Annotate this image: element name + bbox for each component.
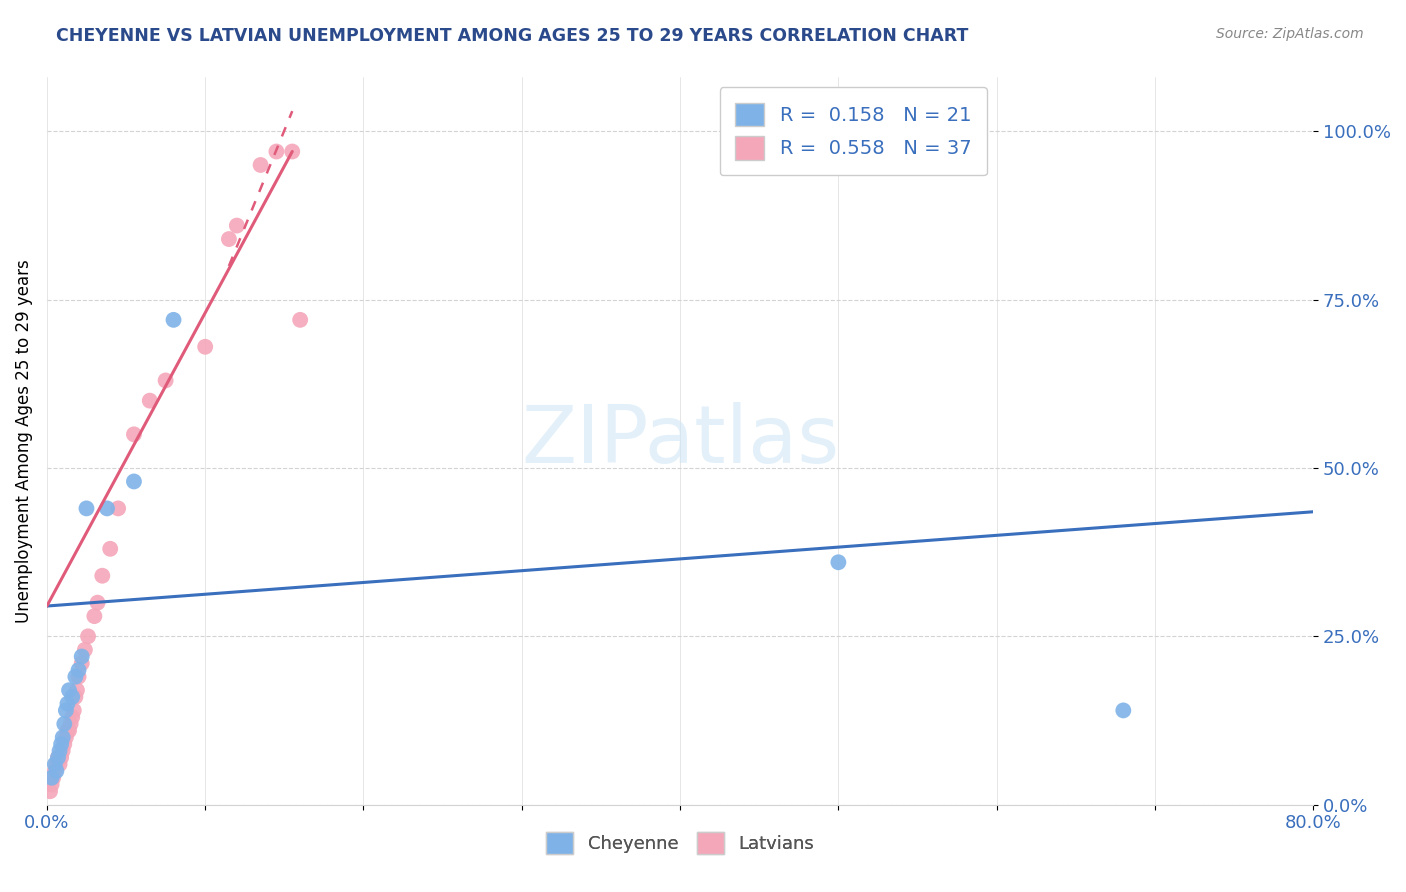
Text: Source: ZipAtlas.com: Source: ZipAtlas.com	[1216, 27, 1364, 41]
Y-axis label: Unemployment Among Ages 25 to 29 years: Unemployment Among Ages 25 to 29 years	[15, 260, 32, 623]
Point	[45, 764, 67, 778]
Point	[39, 784, 62, 798]
Point	[162, 313, 184, 327]
Point	[266, 145, 288, 159]
Point	[225, 219, 247, 233]
Point	[46, 750, 69, 764]
Point	[107, 501, 129, 516]
Point	[91, 568, 114, 582]
Point	[67, 663, 90, 677]
Point	[41, 777, 63, 791]
Point	[77, 629, 100, 643]
Point	[48, 757, 70, 772]
Point	[155, 374, 177, 388]
Point	[67, 670, 90, 684]
Point	[58, 683, 80, 698]
Point	[52, 744, 75, 758]
Point	[55, 703, 77, 717]
Point	[70, 649, 93, 664]
Point	[56, 723, 79, 738]
Point	[73, 642, 96, 657]
Legend: Cheyenne, Latvians: Cheyenne, Latvians	[538, 824, 821, 861]
Point	[62, 703, 84, 717]
Point	[53, 737, 76, 751]
Point	[96, 501, 118, 516]
Point	[65, 670, 87, 684]
Point	[60, 690, 83, 704]
Point	[66, 683, 89, 698]
Point	[281, 145, 304, 159]
Point	[49, 737, 72, 751]
Point	[1112, 703, 1135, 717]
Point	[122, 427, 145, 442]
Point	[249, 158, 271, 172]
Point	[75, 501, 97, 516]
Text: CHEYENNE VS LATVIAN UNEMPLOYMENT AMONG AGES 25 TO 29 YEARS CORRELATION CHART: CHEYENNE VS LATVIAN UNEMPLOYMENT AMONG A…	[56, 27, 969, 45]
Point	[49, 750, 72, 764]
Point	[55, 731, 77, 745]
Point	[122, 475, 145, 489]
Point	[41, 771, 63, 785]
Point	[44, 764, 66, 778]
Point	[288, 313, 311, 327]
Point	[70, 657, 93, 671]
Point	[45, 757, 67, 772]
Point	[139, 393, 162, 408]
Point	[48, 744, 70, 758]
Point	[83, 609, 105, 624]
Point	[60, 710, 83, 724]
Point	[53, 717, 76, 731]
Point	[46, 750, 69, 764]
Point	[194, 340, 217, 354]
Point	[98, 541, 121, 556]
Point	[65, 690, 87, 704]
Point	[218, 232, 240, 246]
Point	[86, 596, 108, 610]
Point	[56, 697, 79, 711]
Point	[59, 717, 82, 731]
Point	[42, 771, 65, 785]
Point	[827, 555, 849, 569]
Point	[52, 731, 75, 745]
Text: ZIPatlas: ZIPatlas	[522, 402, 839, 480]
Point	[58, 723, 80, 738]
Point	[44, 757, 66, 772]
